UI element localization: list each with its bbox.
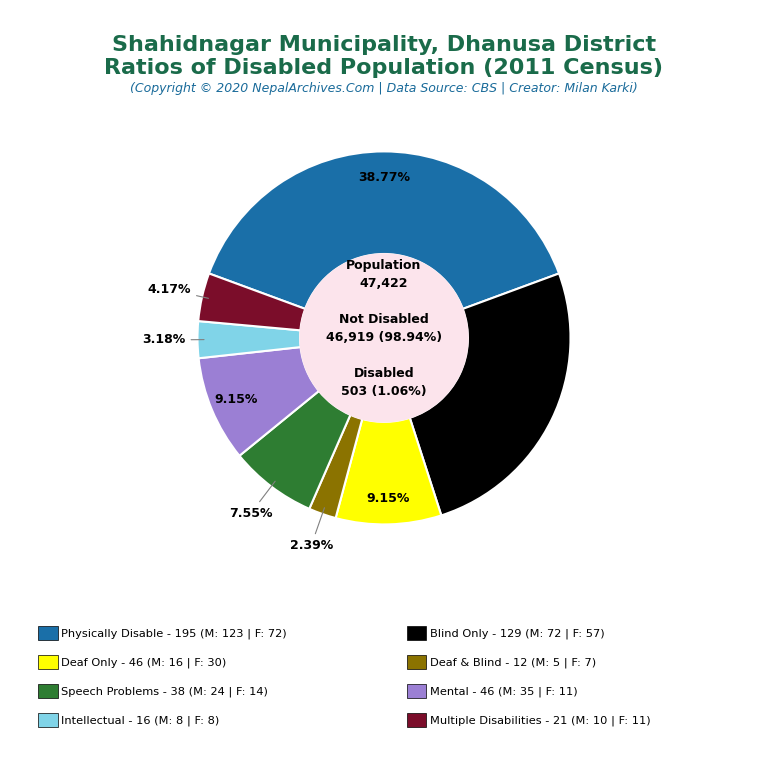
Wedge shape [199, 347, 319, 455]
Text: 4.17%: 4.17% [147, 283, 208, 298]
Circle shape [300, 254, 468, 422]
Text: 3.18%: 3.18% [142, 333, 204, 346]
Wedge shape [310, 415, 362, 518]
Text: 2.39%: 2.39% [290, 508, 333, 552]
Wedge shape [240, 391, 350, 509]
Wedge shape [198, 273, 305, 330]
Text: Shahidnagar Municipality, Dhanusa District: Shahidnagar Municipality, Dhanusa Distri… [112, 35, 656, 55]
Text: 25.65%: 25.65% [502, 402, 554, 415]
Text: 9.15%: 9.15% [366, 492, 409, 505]
Text: Deaf Only - 46 (M: 16 | F: 30): Deaf Only - 46 (M: 16 | F: 30) [61, 657, 227, 668]
Text: 38.77%: 38.77% [358, 171, 410, 184]
Text: Deaf & Blind - 12 (M: 5 | F: 7): Deaf & Blind - 12 (M: 5 | F: 7) [430, 657, 596, 668]
Text: Intellectual - 16 (M: 8 | F: 8): Intellectual - 16 (M: 8 | F: 8) [61, 716, 220, 727]
Wedge shape [197, 321, 300, 358]
Text: Speech Problems - 38 (M: 24 | F: 14): Speech Problems - 38 (M: 24 | F: 14) [61, 687, 268, 697]
Text: Multiple Disabilities - 21 (M: 10 | F: 11): Multiple Disabilities - 21 (M: 10 | F: 1… [430, 716, 650, 727]
Text: Ratios of Disabled Population (2011 Census): Ratios of Disabled Population (2011 Cens… [104, 58, 664, 78]
Text: Blind Only - 129 (M: 72 | F: 57): Blind Only - 129 (M: 72 | F: 57) [430, 628, 604, 639]
Text: 7.55%: 7.55% [229, 482, 275, 520]
Text: Population
47,422

Not Disabled
46,919 (98.94%)

Disabled
503 (1.06%): Population 47,422 Not Disabled 46,919 (9… [326, 259, 442, 398]
Wedge shape [336, 418, 442, 525]
Text: (Copyright © 2020 NepalArchives.Com | Data Source: CBS | Creator: Milan Karki): (Copyright © 2020 NepalArchives.Com | Da… [130, 82, 638, 95]
Text: Physically Disable - 195 (M: 123 | F: 72): Physically Disable - 195 (M: 123 | F: 72… [61, 628, 287, 639]
Wedge shape [209, 151, 559, 309]
Text: 9.15%: 9.15% [214, 393, 258, 406]
Text: Mental - 46 (M: 35 | F: 11): Mental - 46 (M: 35 | F: 11) [430, 687, 578, 697]
Wedge shape [410, 273, 571, 515]
